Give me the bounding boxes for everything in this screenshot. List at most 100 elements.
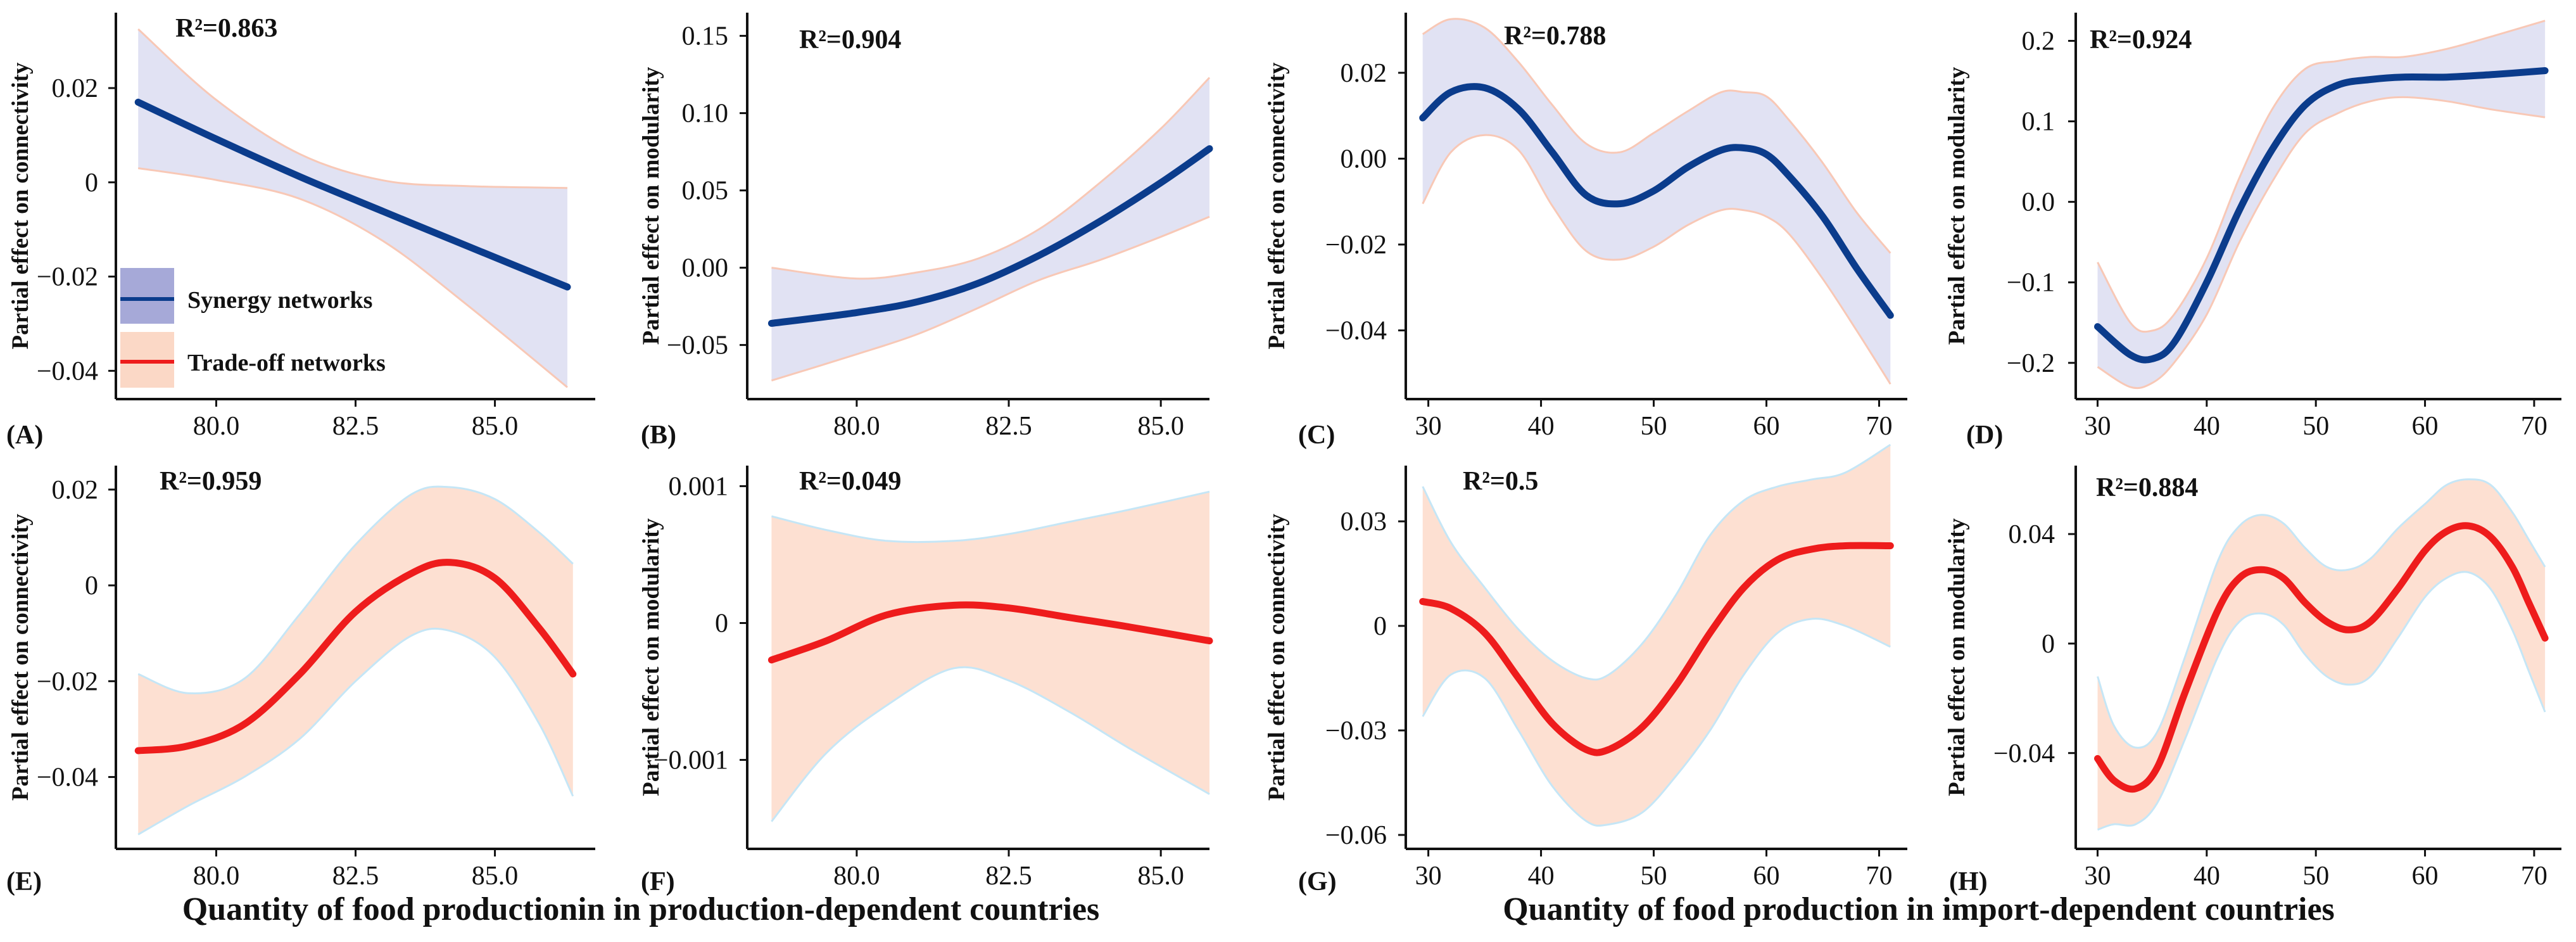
panel-a-x-tick-label: 85.0 xyxy=(472,412,519,441)
panel-a-y-tick-label: 0 xyxy=(85,169,98,198)
panel-e-y-axis-title: Partial effect on connectivity xyxy=(8,513,34,801)
panel-d-y-tick-label: 0.1 xyxy=(2022,108,2055,137)
panel-a-letter: (A) xyxy=(6,421,43,450)
panel-h-r2-label: R²=0.884 xyxy=(2096,473,2198,502)
panel-a: 80.0 82.5 85.0 −0.04 −0.02 0 0.02 Partial effec… xyxy=(6,13,595,450)
panel-a-band-lower-edge xyxy=(137,167,568,388)
panel-b-r2-label: R²=0.904 xyxy=(799,25,901,54)
panel-a-confidence-band xyxy=(138,29,567,388)
panel-e-y-tick-label: 0.02 xyxy=(52,476,99,505)
panel-b: 80.0 82.5 85.0 −0.05 0.00 0.05 0.10 0.15 Partial… xyxy=(638,13,1213,450)
panel-c-x-tick-label: 60 xyxy=(1753,412,1780,441)
panel-b-y-tick-label: −0.05 xyxy=(667,331,728,360)
panel-b-y-tick-label: 0.10 xyxy=(682,99,729,129)
panel-c-y-axis-title: Partial effect on connectivity xyxy=(1264,62,1290,350)
panel-d-fit-line xyxy=(2094,67,2549,364)
panel-g-x-tick-label: 50 xyxy=(1641,862,1667,891)
panel-e-y-tick-label: −0.04 xyxy=(37,763,98,792)
panel-h-confidence-band xyxy=(2097,479,2546,830)
panel-f-band-upper-edge xyxy=(771,490,1210,544)
panel-f-fit-line xyxy=(767,601,1213,664)
panel-e-r2-label: R²=0.959 xyxy=(160,467,262,496)
panel-b-confidence-band xyxy=(771,77,1209,381)
panel-g-letter: (G) xyxy=(1298,867,1337,896)
panel-c-x-tick-label: 70 xyxy=(1866,412,1893,441)
panel-d-band-upper-edge xyxy=(2097,20,2546,333)
x-axis-title-production-dependent: Quantity of food productionin in product… xyxy=(182,891,1100,927)
panel-e-x-tick-label: 82.5 xyxy=(332,862,379,891)
panel-e-y-tick-label: −0.02 xyxy=(37,667,98,696)
panel-e-x-tick-label: 85.0 xyxy=(472,862,519,891)
panel-f-x-tick-label: 82.5 xyxy=(985,862,1032,891)
panel-g-x-tick-label: 40 xyxy=(1528,862,1555,891)
panel-d-x-tick-label: 40 xyxy=(2194,412,2220,441)
panel-h-fit-line xyxy=(2094,522,2549,793)
panel-c-x-tick-label: 50 xyxy=(1641,412,1667,441)
panel-g-y-tick-label: −0.03 xyxy=(1325,716,1387,746)
panel-g-band-lower-edge xyxy=(1422,618,1891,827)
panel-a-y-axis-title: Partial effect on connectivity xyxy=(8,62,34,350)
panel-b-x-tick-label: 80.0 xyxy=(833,412,880,441)
panel-g-band-upper-edge xyxy=(1422,443,1891,681)
panel-f-y-tick-label: 0.001 xyxy=(669,472,729,501)
panel-c-letter: (C) xyxy=(1298,421,1335,450)
panel-a-y-tick-label: 0.02 xyxy=(52,74,99,103)
panel-c-y-tick-label: 0.00 xyxy=(1341,144,1387,174)
panel-b-y-tick-label: 0.00 xyxy=(682,254,729,283)
panel-d: 30 40 50 60 70 −0.2 −0.1 0.0 0.1 0.2 Partial effec… xyxy=(1944,13,2561,450)
panel-h-x-tick-label: 70 xyxy=(2521,862,2548,891)
panel-h-x-tick-label: 50 xyxy=(2302,862,2329,891)
panel-c-r2-label: R²=0.788 xyxy=(1504,22,1606,51)
panel-f-y-tick-label: 0 xyxy=(715,609,728,638)
panel-d-letter: (D) xyxy=(1966,421,2003,450)
x-axis-title-import-dependent: Quantity of food production in import-de… xyxy=(1503,891,2335,927)
panel-g-y-tick-label: 0.03 xyxy=(1341,507,1387,537)
panel-a-x-tick-label: 80.0 xyxy=(193,412,240,441)
legend-synergy-swatch xyxy=(120,268,174,324)
panel-g-x-tick-label: 30 xyxy=(1415,862,1442,891)
panel-g-y-tick-label: −0.06 xyxy=(1325,821,1387,850)
panel-f-x-tick-label: 85.0 xyxy=(1137,862,1184,891)
panel-g-y-axis-title: Partial effect on connectivity xyxy=(1264,513,1290,801)
panel-c: 30 40 50 60 70 −0.04 −0.02 0.00 0.02 Partial effe… xyxy=(1264,13,1907,450)
panel-b-fit-line xyxy=(767,145,1213,327)
panel-d-band-lower-edge xyxy=(2097,96,2546,390)
panel-e-y-tick-label: 0 xyxy=(85,571,98,601)
panel-e-band-lower-edge xyxy=(137,627,574,836)
panel-c-confidence-band xyxy=(1422,18,1891,385)
panel-h-x-tick-label: 60 xyxy=(2412,862,2439,891)
panel-d-x-tick-label: 60 xyxy=(2412,412,2439,441)
panel-h-band-upper-edge xyxy=(2097,478,2546,749)
panel-g: 30 40 50 60 70 −0.06 −0.03 0 0.03 Partial effect … xyxy=(1264,443,1907,896)
panel-c-x-tick-label: 30 xyxy=(1415,412,1442,441)
panel-h-y-tick-label: −0.04 xyxy=(1993,739,2055,768)
panel-b-band-lower-edge xyxy=(771,215,1210,382)
panel-g-x-tick-label: 60 xyxy=(1753,862,1780,891)
panels-layer: 80.0 82.5 85.0 −0.04 −0.02 0 0.02 Partial effec… xyxy=(6,13,2561,896)
panel-d-y-tick-label: −0.1 xyxy=(2007,269,2055,298)
panel-g-y-tick-label: 0 xyxy=(1373,612,1387,641)
panel-f-band-lower-edge xyxy=(771,666,1210,822)
panel-d-y-tick-label: 0.0 xyxy=(2022,188,2055,217)
panel-a-fit-line xyxy=(134,98,571,291)
panel-b-x-tick-label: 85.0 xyxy=(1137,412,1184,441)
legend: Synergy networks Trade-off networks xyxy=(120,268,386,388)
panel-b-letter: (B) xyxy=(641,421,676,450)
panel-d-y-tick-label: 0.2 xyxy=(2022,27,2055,56)
panel-a-x-tick-label: 82.5 xyxy=(332,412,379,441)
panel-c-y-tick-label: −0.02 xyxy=(1325,231,1387,260)
panel-h-y-axis-title: Partial effect on modularity xyxy=(1944,518,1970,796)
panel-h-letter: (H) xyxy=(1949,867,1988,896)
panel-f-x-tick-label: 80.0 xyxy=(833,862,880,891)
panel-d-r2-label: R²=0.924 xyxy=(2090,25,2192,54)
panel-f-r2-label: R²=0.049 xyxy=(799,467,901,496)
panel-d-y-tick-label: −0.2 xyxy=(2007,349,2055,378)
panel-e-fit-line xyxy=(134,559,577,754)
panel-b-y-tick-label: 0.05 xyxy=(682,177,729,206)
panel-a-r2-label: R²=0.863 xyxy=(175,14,277,43)
panel-f-y-tick-label: −0.001 xyxy=(653,746,728,775)
panel-e: 80.0 82.5 85.0 −0.04 −0.02 0 0.02 Partial effec… xyxy=(6,466,595,896)
panel-h-y-tick-label: 0 xyxy=(2042,630,2055,659)
